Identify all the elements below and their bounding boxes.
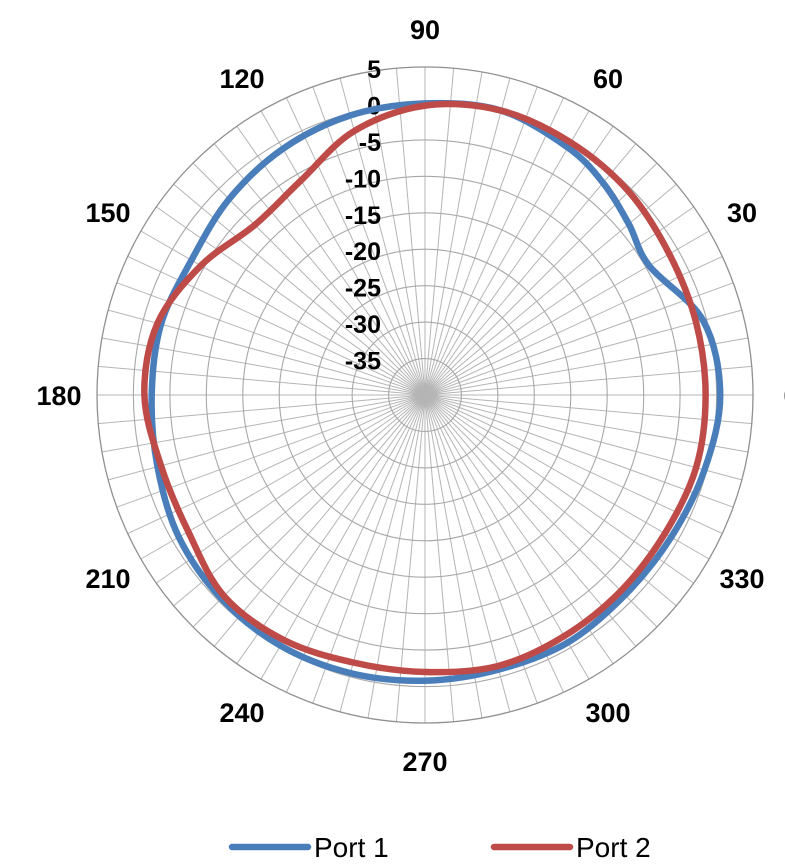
grid-spoke bbox=[424, 183, 677, 396]
radial-tick-label: -35 bbox=[345, 348, 381, 376]
angle-tick-label: 270 bbox=[402, 747, 447, 777]
grid-spoke bbox=[140, 230, 426, 396]
data-series bbox=[141, 99, 724, 685]
grid-spoke bbox=[424, 143, 637, 396]
grid-spoke bbox=[424, 255, 723, 396]
series-line-port-1 bbox=[148, 99, 724, 685]
grid-spoke bbox=[424, 78, 511, 396]
radial-tick-labels: 50-5-10-15-20-25-30-35 bbox=[345, 56, 381, 376]
angle-tick-label: 180 bbox=[36, 381, 81, 411]
grid-ring bbox=[351, 321, 499, 469]
grid-spoke bbox=[192, 162, 426, 396]
grid-spoke bbox=[424, 86, 538, 396]
grid-spoke bbox=[424, 282, 734, 396]
grid-spoke bbox=[424, 394, 455, 722]
grid-spoke bbox=[424, 394, 723, 535]
grid-ring-outer bbox=[96, 66, 754, 724]
grid-spoke bbox=[424, 230, 710, 396]
series-line-port-2 bbox=[141, 100, 709, 676]
angle-tick-label: 90 bbox=[410, 15, 440, 45]
grid-spoke bbox=[424, 394, 590, 680]
grid-ring bbox=[388, 358, 462, 432]
grid-spoke bbox=[395, 68, 426, 396]
angle-tick-label: 330 bbox=[719, 564, 764, 594]
angle-tick-label: 240 bbox=[219, 698, 264, 728]
angle-tick-label: 120 bbox=[219, 64, 264, 94]
angle-tick-label: 300 bbox=[585, 698, 630, 728]
grid-spoke bbox=[424, 394, 658, 628]
grid-spoke bbox=[424, 394, 565, 693]
grid-spoke bbox=[424, 110, 590, 396]
grid-spoke bbox=[260, 110, 426, 396]
grid-spoke bbox=[339, 394, 426, 712]
grid-spoke bbox=[424, 394, 752, 425]
angle-tick-label: 210 bbox=[85, 564, 130, 594]
grid-spoke bbox=[236, 394, 426, 664]
grid-spoke bbox=[424, 126, 614, 396]
grid-spoke bbox=[424, 71, 483, 396]
grid-spoke bbox=[424, 394, 483, 719]
grid-ring bbox=[315, 285, 535, 505]
grid-ring bbox=[242, 212, 608, 578]
grid-spoke bbox=[260, 394, 426, 680]
grid-spoke bbox=[424, 309, 742, 396]
grid-spoke bbox=[367, 71, 426, 396]
grid-ring bbox=[169, 139, 681, 651]
angle-tick-labels: 0 30 60 90 120 150 180 210 240 270 300 330 bbox=[36, 15, 785, 777]
legend-label: Port 1 bbox=[314, 832, 389, 863]
radial-tick-label: -20 bbox=[345, 238, 381, 266]
grid-spoke bbox=[424, 394, 614, 664]
grid-spoke bbox=[213, 394, 426, 647]
grid-spoke bbox=[424, 394, 710, 560]
grid-spoke bbox=[192, 394, 426, 628]
grid-spoke bbox=[424, 97, 565, 396]
radial-tick-label: -10 bbox=[345, 165, 381, 193]
grid-ring bbox=[278, 248, 572, 542]
polar-grid bbox=[96, 66, 754, 724]
radial-tick-label: -15 bbox=[345, 202, 381, 230]
grid-spoke bbox=[424, 394, 694, 584]
radial-tick-label: 5 bbox=[367, 56, 381, 84]
legend-label: Port 2 bbox=[576, 832, 651, 863]
angle-tick-label: 150 bbox=[85, 198, 130, 228]
radial-tick-label: -25 bbox=[345, 275, 381, 303]
grid-spoke bbox=[424, 394, 538, 704]
grid-ring bbox=[205, 175, 645, 615]
grid-spoke bbox=[236, 126, 426, 396]
radial-tick-label: -30 bbox=[345, 311, 381, 339]
angle-tick-label: 0 bbox=[783, 381, 785, 411]
grid-spoke bbox=[424, 394, 677, 607]
radial-tick-label: -5 bbox=[359, 129, 381, 157]
grid-spoke bbox=[424, 365, 752, 396]
grid-spoke bbox=[424, 394, 637, 647]
angle-tick-label: 30 bbox=[727, 198, 757, 228]
grid-spoke bbox=[424, 394, 742, 481]
angle-tick-label: 60 bbox=[593, 64, 623, 94]
legend: Port 1 Port 2 bbox=[228, 832, 651, 863]
grid-spoke bbox=[213, 143, 426, 396]
grid-spoke bbox=[424, 337, 749, 396]
grid-spoke bbox=[424, 394, 734, 508]
grid-spoke bbox=[285, 394, 426, 693]
grid-spoke bbox=[285, 97, 426, 396]
grid-spoke bbox=[312, 86, 426, 396]
grid-spoke bbox=[312, 394, 426, 704]
grid-spoke bbox=[424, 206, 694, 396]
grid-spoke bbox=[173, 394, 426, 607]
grid-spoke bbox=[424, 394, 749, 453]
grid-spoke bbox=[424, 68, 455, 396]
grid-spoke bbox=[424, 394, 511, 712]
